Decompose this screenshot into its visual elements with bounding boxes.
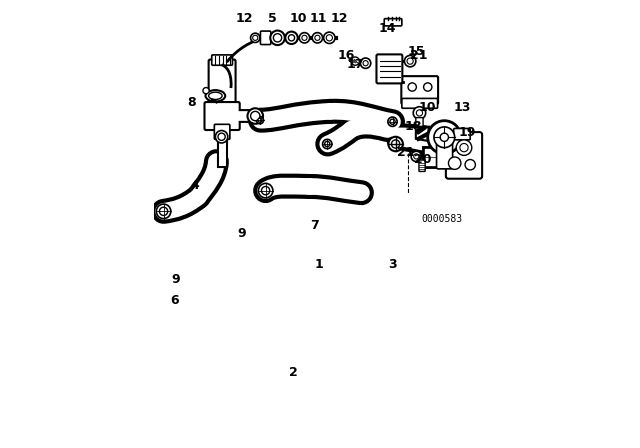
Text: 13: 13	[454, 101, 471, 114]
Text: 17: 17	[346, 58, 364, 71]
Circle shape	[323, 139, 332, 149]
FancyBboxPatch shape	[454, 129, 470, 140]
FancyBboxPatch shape	[384, 19, 402, 26]
Circle shape	[390, 119, 395, 124]
Circle shape	[289, 34, 294, 41]
Circle shape	[315, 35, 320, 40]
FancyBboxPatch shape	[401, 76, 438, 104]
Circle shape	[251, 112, 260, 121]
Text: 21: 21	[410, 49, 427, 62]
Circle shape	[413, 107, 426, 119]
Circle shape	[411, 151, 422, 162]
FancyBboxPatch shape	[419, 160, 425, 172]
Circle shape	[300, 33, 310, 43]
Circle shape	[270, 30, 285, 45]
Circle shape	[259, 183, 273, 198]
Text: 4: 4	[190, 179, 199, 192]
Circle shape	[156, 204, 171, 219]
Circle shape	[449, 157, 461, 169]
Circle shape	[456, 140, 472, 155]
Circle shape	[460, 143, 468, 152]
Circle shape	[417, 110, 422, 116]
Circle shape	[434, 127, 454, 148]
Circle shape	[285, 32, 298, 44]
Circle shape	[404, 56, 416, 67]
FancyBboxPatch shape	[205, 102, 240, 130]
Polygon shape	[416, 127, 429, 141]
Ellipse shape	[209, 92, 222, 99]
Text: 12: 12	[235, 12, 253, 25]
Circle shape	[324, 32, 335, 43]
Circle shape	[302, 35, 307, 40]
Circle shape	[159, 207, 168, 215]
Circle shape	[388, 117, 397, 126]
Circle shape	[360, 58, 371, 69]
Circle shape	[218, 133, 225, 140]
Circle shape	[253, 35, 258, 40]
Text: 19: 19	[459, 125, 476, 138]
Circle shape	[392, 140, 400, 148]
Circle shape	[262, 186, 269, 195]
Circle shape	[407, 58, 413, 64]
Circle shape	[408, 83, 417, 91]
Circle shape	[216, 130, 228, 143]
Circle shape	[363, 60, 368, 66]
Text: 10: 10	[289, 12, 307, 25]
Ellipse shape	[205, 90, 225, 102]
Circle shape	[326, 34, 332, 41]
Text: 16: 16	[337, 49, 355, 62]
Circle shape	[465, 159, 476, 170]
Circle shape	[424, 83, 432, 91]
Text: 10: 10	[419, 101, 436, 114]
Text: 15: 15	[407, 45, 424, 58]
FancyBboxPatch shape	[402, 99, 438, 108]
Circle shape	[273, 34, 282, 42]
Circle shape	[251, 33, 260, 43]
Text: 18: 18	[404, 121, 422, 134]
Circle shape	[428, 121, 461, 154]
Circle shape	[351, 57, 360, 65]
Text: 11: 11	[310, 12, 327, 25]
FancyBboxPatch shape	[209, 60, 236, 112]
Circle shape	[440, 133, 449, 142]
Circle shape	[248, 108, 263, 124]
Circle shape	[203, 87, 209, 94]
Text: 2: 2	[289, 366, 298, 379]
FancyBboxPatch shape	[416, 117, 423, 126]
Text: 1: 1	[314, 258, 323, 271]
Circle shape	[413, 154, 419, 159]
FancyBboxPatch shape	[214, 124, 230, 139]
Circle shape	[312, 33, 323, 43]
Text: 21: 21	[397, 146, 414, 159]
Circle shape	[388, 137, 403, 151]
Text: 12: 12	[331, 12, 348, 25]
FancyBboxPatch shape	[260, 31, 271, 44]
Circle shape	[324, 142, 330, 146]
Text: 0000583: 0000583	[421, 214, 463, 224]
Text: 8: 8	[188, 96, 196, 109]
Text: 14: 14	[379, 22, 396, 35]
FancyBboxPatch shape	[212, 55, 232, 65]
Text: 7: 7	[310, 219, 319, 232]
Text: 6: 6	[171, 294, 179, 307]
Circle shape	[258, 118, 262, 122]
FancyBboxPatch shape	[376, 54, 403, 83]
FancyBboxPatch shape	[436, 142, 452, 169]
FancyBboxPatch shape	[446, 132, 482, 179]
Text: 9: 9	[172, 273, 180, 286]
Text: 5: 5	[268, 12, 276, 25]
Text: 20: 20	[414, 153, 431, 166]
Circle shape	[256, 116, 264, 124]
Text: 3: 3	[388, 258, 397, 271]
Text: 9: 9	[237, 227, 246, 240]
